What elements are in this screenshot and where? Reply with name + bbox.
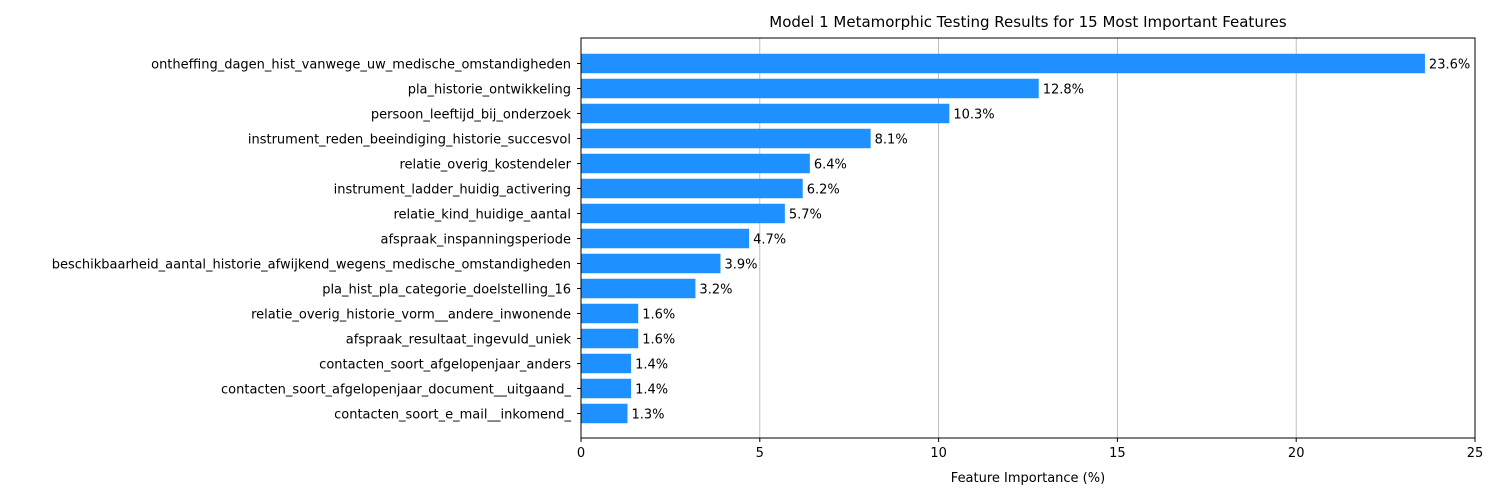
category-label: instrument_reden_beeindiging_historie_su… [248,133,571,148]
category-label: relatie_overig_historie_vorm__andere_inw… [251,308,571,323]
data-label: 1.4% [635,383,668,398]
category-label: relatie_kind_huidige_aantal [393,208,571,223]
data-label: 23.6% [1429,58,1470,73]
value-labels: 23.6% 12.8% 10.3% 8.1% 6.4% 6.2% 5.7%4.7% 3.9% 3… [631,58,1470,423]
category-label: contacten_soort_afgelopenjaar_document__… [221,383,571,398]
category-label: contacten_soort_e_mail__inkomend_ [334,408,571,423]
bar [581,78,1039,99]
x-axis-ticks: 0 5 10 15 20 25 [577,438,1483,461]
category-label: afspraak_resultaat_ingevuld_uniek [346,333,572,348]
data-label: 3.2% [699,283,732,298]
category-label: ontheffing_dagen_hist_vanwege_uw_medisch… [151,58,571,73]
data-label: 5.7% [789,208,822,223]
category-label: relatie_overig_kostendeler [399,158,571,173]
x-axis-label: Feature Importance (%) [951,471,1105,486]
bar [581,203,785,224]
bar [581,278,696,299]
category-label: persoon_leeftijd_bij_onderzoek [371,108,572,123]
bar [581,378,632,399]
category-label: contacten_soort_afgelopenjaar_anders [319,358,571,373]
x-tick-label: 5 [756,446,764,461]
data-label: 10.3% [953,108,994,123]
bars [581,53,1425,424]
bar [581,303,639,324]
bar [581,153,810,174]
category-label: afspraak_inspanningsperiode [381,233,571,248]
x-tick-label: 15 [1109,446,1126,461]
x-tick-label: 0 [577,446,585,461]
bar [581,353,632,374]
data-label: 4.7% [753,233,786,248]
category-label: instrument_ladder_huidig_activering [334,183,571,198]
data-label: 3.9% [724,258,757,273]
data-label: 1.4% [635,358,668,373]
category-labels: ontheffing_dagen_hist_vanwege_uw_medisch… [52,58,581,423]
data-label: 1.6% [642,308,675,323]
category-label: beschikbaarheid_aantal_historie_afwijken… [52,258,571,273]
bar [581,228,750,249]
data-label: 1.6% [642,333,675,348]
data-label: 6.2% [807,183,840,198]
category-label: pla_historie_ontwikkeling [408,83,571,98]
x-tick-label: 10 [930,446,947,461]
bar [581,328,639,349]
category-label: pla_hist_pla_categorie_doelstelling_16 [322,283,571,298]
x-tick-label: 20 [1288,446,1305,461]
data-label: 12.8% [1043,83,1084,98]
bar [581,53,1425,74]
data-label: 8.1% [875,133,908,148]
bar [581,253,721,274]
data-label: 1.3% [631,408,664,423]
bar [581,178,803,199]
bar [581,103,950,124]
data-label: 6.4% [814,158,847,173]
x-tick-label: 25 [1467,446,1484,461]
plot-frame [580,37,1476,439]
bar [581,403,628,424]
chart-title: Model 1 Metamorphic Testing Results for … [769,13,1287,31]
bar [581,128,871,149]
